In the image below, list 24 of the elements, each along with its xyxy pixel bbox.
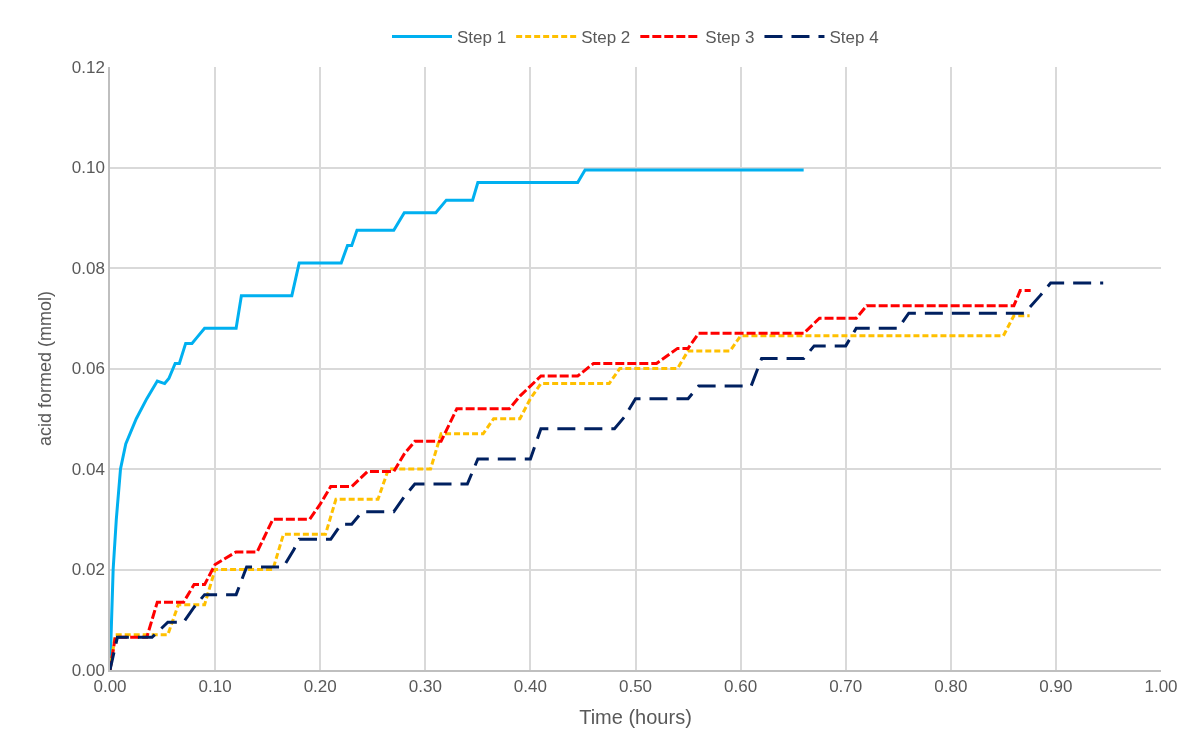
x-tick-label: 0.10 [198, 677, 232, 697]
x-tick-label: 0.20 [303, 677, 337, 697]
legend-label: Step 2 [581, 28, 631, 48]
x-tick-label: 0.90 [1039, 677, 1073, 697]
y-tick-label: 0.02 [71, 560, 105, 580]
y-tick-label: 0.00 [71, 660, 105, 680]
x-tick-label: 0.00 [93, 677, 127, 697]
y-axis-title: acid formed (mmol) [35, 290, 56, 447]
y-tick-label: 0.04 [71, 459, 105, 479]
x-tick-label: 0.30 [408, 677, 442, 697]
y-tick-label: 0.06 [71, 359, 105, 379]
x-tick-label: 0.50 [618, 677, 653, 697]
legend-label: Step 3 [705, 28, 755, 48]
y-tick-label: 0.10 [71, 158, 105, 178]
legend-label: Step 4 [829, 28, 879, 48]
legend-label: Step 1 [457, 28, 507, 48]
x-tick-label: 0.40 [513, 677, 547, 697]
x-tick-label: 0.60 [724, 677, 758, 697]
y-tick-label: 0.12 [71, 57, 105, 77]
y-tick-label: 0.08 [71, 258, 105, 278]
x-tick-label: 0.70 [829, 677, 863, 697]
x-axis-title: Time (hours) [579, 706, 692, 729]
x-tick-label: 1.00 [1144, 677, 1178, 697]
x-tick-label: 0.80 [934, 677, 968, 697]
